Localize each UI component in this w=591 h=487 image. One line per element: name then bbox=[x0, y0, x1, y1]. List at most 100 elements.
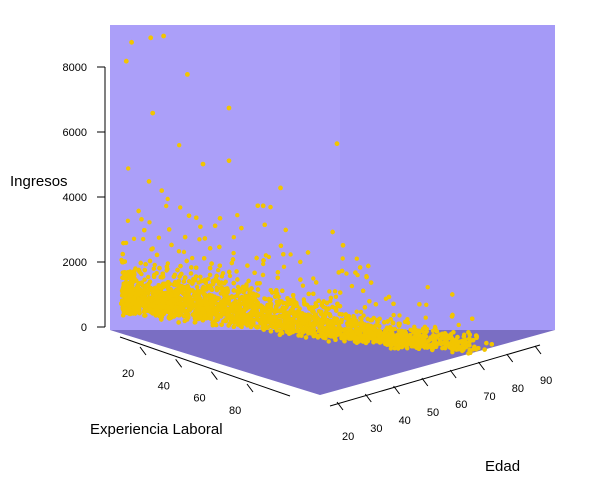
data-point bbox=[121, 289, 127, 294]
data-point bbox=[182, 309, 187, 314]
data-point bbox=[362, 305, 368, 310]
back-wall-right bbox=[340, 25, 555, 330]
data-point bbox=[274, 328, 280, 333]
data-point bbox=[334, 308, 339, 313]
data-point bbox=[361, 313, 366, 318]
data-point bbox=[330, 229, 335, 235]
data-point bbox=[122, 274, 127, 279]
data-point bbox=[396, 346, 401, 351]
data-point bbox=[139, 217, 144, 222]
data-point bbox=[415, 329, 421, 334]
data-point bbox=[157, 265, 162, 271]
data-point bbox=[219, 303, 224, 308]
data-point bbox=[254, 281, 260, 286]
data-point bbox=[244, 283, 249, 288]
data-point bbox=[178, 263, 183, 269]
data-point bbox=[357, 265, 363, 270]
data-point bbox=[171, 297, 176, 302]
data-point bbox=[267, 315, 272, 320]
data-point bbox=[200, 309, 205, 315]
data-point bbox=[254, 292, 259, 297]
data-point bbox=[342, 339, 347, 344]
data-point bbox=[147, 258, 153, 264]
data-point bbox=[317, 324, 322, 329]
data-point bbox=[143, 283, 149, 288]
data-point bbox=[421, 338, 427, 343]
data-point bbox=[300, 283, 306, 288]
data-point bbox=[238, 297, 243, 302]
data-point bbox=[137, 269, 142, 274]
data-point bbox=[226, 301, 231, 306]
data-point bbox=[326, 339, 331, 344]
data-point bbox=[212, 223, 218, 228]
data-point bbox=[385, 319, 390, 324]
data-point bbox=[455, 342, 460, 347]
data-point bbox=[278, 243, 284, 248]
data-point bbox=[371, 340, 376, 345]
data-point bbox=[235, 277, 240, 282]
data-point bbox=[227, 273, 233, 279]
data-point bbox=[388, 317, 393, 322]
data-point bbox=[202, 236, 208, 241]
data-point bbox=[416, 340, 421, 346]
data-point bbox=[360, 288, 366, 293]
data-point bbox=[159, 317, 164, 322]
data-point bbox=[260, 306, 265, 311]
data-point bbox=[229, 260, 234, 266]
data-point bbox=[339, 335, 344, 341]
data-point bbox=[411, 344, 417, 349]
data-point bbox=[223, 293, 229, 298]
data-point bbox=[129, 283, 135, 288]
data-point bbox=[254, 255, 259, 261]
data-point bbox=[326, 306, 331, 311]
data-point bbox=[443, 345, 448, 351]
data-point bbox=[397, 313, 402, 318]
data-point bbox=[466, 330, 471, 335]
data-point bbox=[147, 306, 152, 312]
data-point bbox=[209, 304, 214, 309]
data-point bbox=[299, 333, 304, 338]
data-point bbox=[319, 302, 324, 308]
data-point bbox=[382, 320, 387, 325]
data-point bbox=[283, 227, 288, 233]
data-point bbox=[423, 334, 429, 339]
data-point bbox=[249, 286, 254, 291]
data-point bbox=[262, 318, 267, 324]
data-point bbox=[278, 308, 283, 313]
data-point bbox=[120, 286, 126, 291]
data-point bbox=[223, 286, 228, 292]
data-point bbox=[298, 259, 303, 265]
data-point bbox=[176, 313, 182, 318]
data-point bbox=[246, 278, 251, 284]
data-point bbox=[353, 270, 358, 275]
data-point bbox=[361, 337, 366, 342]
data-point bbox=[159, 188, 164, 193]
data-point bbox=[206, 276, 211, 282]
data-point bbox=[310, 309, 315, 314]
data-point bbox=[306, 330, 311, 335]
data-point bbox=[127, 307, 132, 313]
data-point bbox=[239, 225, 244, 231]
data-point bbox=[335, 301, 340, 306]
data-point bbox=[326, 321, 332, 326]
data-point bbox=[349, 283, 355, 289]
data-point bbox=[146, 179, 152, 184]
data-point bbox=[217, 216, 223, 221]
data-point bbox=[226, 314, 231, 319]
data-point bbox=[137, 310, 142, 316]
data-point bbox=[129, 301, 134, 307]
data-point bbox=[386, 294, 392, 300]
data-point bbox=[209, 314, 214, 319]
data-point bbox=[130, 272, 135, 278]
data-point bbox=[277, 332, 283, 337]
data-point bbox=[217, 244, 222, 250]
data-point bbox=[407, 340, 412, 346]
data-point bbox=[262, 222, 267, 227]
data-point bbox=[237, 308, 242, 313]
data-point bbox=[189, 265, 194, 270]
data-point bbox=[451, 330, 456, 335]
data-point bbox=[194, 215, 199, 220]
data-point bbox=[169, 303, 175, 308]
data-point bbox=[237, 305, 243, 310]
floor-plane bbox=[110, 330, 555, 395]
